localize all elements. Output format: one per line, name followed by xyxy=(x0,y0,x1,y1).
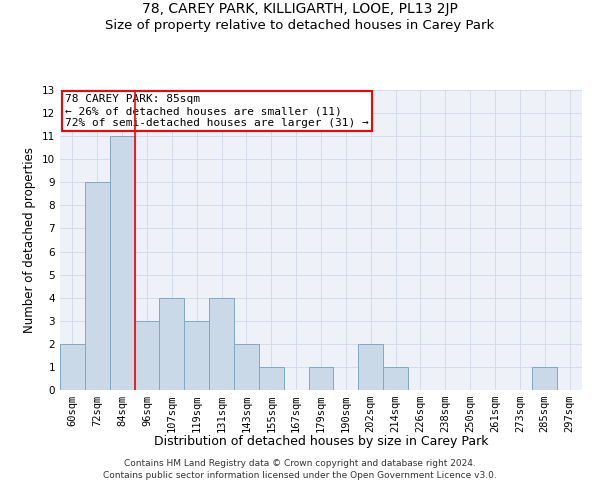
Bar xyxy=(110,136,134,390)
Y-axis label: Number of detached properties: Number of detached properties xyxy=(23,147,37,333)
Bar xyxy=(383,367,408,390)
Bar xyxy=(60,344,85,390)
Bar xyxy=(184,321,209,390)
Bar xyxy=(134,321,160,390)
Bar xyxy=(85,182,110,390)
Text: 78 CAREY PARK: 85sqm
← 26% of detached houses are smaller (11)
72% of semi-detac: 78 CAREY PARK: 85sqm ← 26% of detached h… xyxy=(65,94,369,128)
Bar xyxy=(209,298,234,390)
Text: Size of property relative to detached houses in Carey Park: Size of property relative to detached ho… xyxy=(106,19,494,32)
Bar xyxy=(259,367,284,390)
Text: Contains HM Land Registry data © Crown copyright and database right 2024.: Contains HM Land Registry data © Crown c… xyxy=(124,458,476,468)
Bar xyxy=(308,367,334,390)
Text: Distribution of detached houses by size in Carey Park: Distribution of detached houses by size … xyxy=(154,435,488,448)
Bar xyxy=(160,298,184,390)
Bar xyxy=(532,367,557,390)
Text: 78, CAREY PARK, KILLIGARTH, LOOE, PL13 2JP: 78, CAREY PARK, KILLIGARTH, LOOE, PL13 2… xyxy=(142,2,458,16)
Text: Contains public sector information licensed under the Open Government Licence v3: Contains public sector information licen… xyxy=(103,471,497,480)
Bar xyxy=(234,344,259,390)
Bar xyxy=(358,344,383,390)
